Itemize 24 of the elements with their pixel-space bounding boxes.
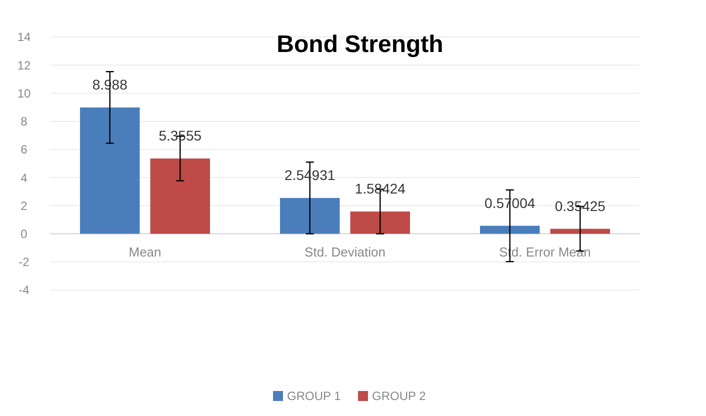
data-label: 1.58424 [354,180,406,197]
legend-label: GROUP 1 [287,389,342,404]
bar [550,228,610,234]
bar [150,158,210,234]
y-tick-label: 0 [20,226,28,241]
y-tick-label: 10 [17,86,31,100]
y-tick-label: 12 [17,58,31,72]
data-label: 5.3555 [158,128,202,144]
y-tick-label: 8 [20,114,28,129]
x-tick-label: Std. Deviation [304,244,386,260]
y-tick-label: -4 [18,283,30,298]
bar [280,198,340,234]
y-tick-label: 6 [20,142,28,157]
y-tick-label: -2 [18,255,30,270]
bar [480,226,540,234]
chart-title: Bond Strength [276,31,444,58]
y-tick-label: 2 [20,198,28,213]
legend-label: GROUP 2 [372,389,426,404]
x-tick-label: Mean [128,244,162,260]
y-tick-label: 4 [20,170,28,185]
y-tick-label: 14 [17,30,31,44]
bar [350,212,410,234]
data-label: 0.35425 [554,198,606,214]
bar [80,107,140,234]
